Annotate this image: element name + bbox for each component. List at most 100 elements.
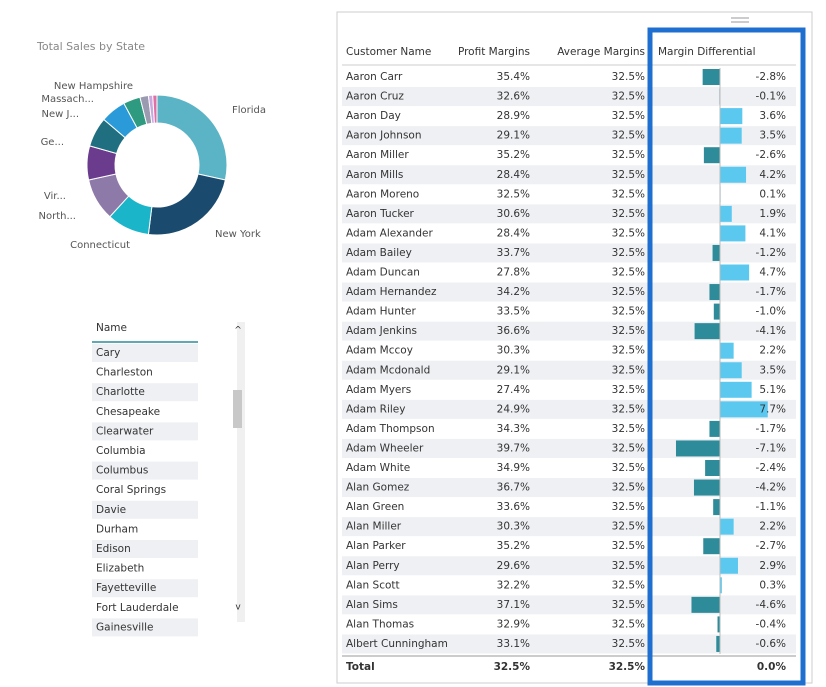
slicer-item[interactable] (92, 520, 198, 539)
cell-average: 32.5% (612, 599, 645, 611)
slicer-item-label: Elizabeth (96, 563, 144, 575)
donut-label: Ge... (41, 137, 64, 148)
slicer-item[interactable] (92, 363, 198, 382)
cell-average: 32.5% (612, 638, 645, 650)
slicer-item[interactable] (92, 461, 198, 480)
row-stripe (342, 556, 796, 576)
slicer-item[interactable] (92, 618, 198, 637)
cell-average: 32.5% (612, 501, 645, 513)
column-header[interactable]: Margin Differential (658, 46, 755, 58)
cell-diff: -4.6% (756, 599, 786, 611)
slicer-item[interactable] (92, 598, 198, 617)
drag-handle[interactable] (729, 16, 751, 24)
slicer-item-label: Cary (96, 347, 120, 359)
cell-average: 32.5% (612, 208, 645, 220)
slicer-item[interactable] (92, 481, 198, 500)
data-bar (703, 147, 720, 164)
cell-average: 32.5% (612, 169, 645, 181)
donut-label: New Hampshire (54, 81, 133, 92)
cell-average: 32.5% (612, 286, 645, 298)
donut-segment[interactable] (156, 94, 228, 181)
cell-profit: 35.4% (497, 71, 530, 83)
cell-name: Albert Cunningham (346, 638, 448, 650)
cell-profit: 30.6% (497, 208, 530, 220)
cell-name: Aaron Carr (346, 71, 403, 83)
data-bar (720, 342, 734, 359)
cell-name: Adam Mcdonald (346, 364, 430, 376)
data-bar (720, 518, 734, 535)
slicer-item[interactable] (92, 500, 198, 519)
cell-diff: 1.9% (759, 208, 786, 220)
cell-name: Aaron Tucker (346, 208, 415, 220)
row-stripe (342, 282, 796, 302)
column-header[interactable]: Average Margins (557, 46, 645, 58)
cell-name: Adam Myers (346, 384, 411, 396)
slicer-item[interactable] (92, 383, 198, 402)
cell-diff: 0.3% (759, 579, 786, 591)
cell-average: 32.5% (612, 560, 645, 572)
cell-name: Alan Green (346, 501, 404, 513)
cell-average: 32.5% (612, 91, 645, 103)
slicer-item[interactable] (92, 579, 198, 598)
cell-name: Alan Perry (346, 560, 400, 572)
row-stripe (342, 478, 796, 498)
cell-diff: 2.2% (759, 521, 786, 533)
cell-name: Aaron Johnson (346, 130, 422, 142)
donut-segment[interactable] (152, 94, 158, 124)
cell-profit: 34.2% (497, 286, 530, 298)
slicer-item-label: Charlotte (96, 386, 145, 398)
slicer-item[interactable] (92, 442, 198, 460)
data-bar (716, 635, 720, 652)
scroll-down[interactable]: v (235, 603, 241, 613)
data-bar (694, 323, 720, 340)
data-bar (720, 557, 738, 574)
slicer-item[interactable] (92, 559, 198, 578)
cell-diff: 3.6% (759, 110, 786, 122)
cell-average: 32.5% (612, 247, 645, 259)
data-bar (709, 284, 720, 301)
cell-diff: -7.1% (756, 442, 786, 454)
data-bar (720, 108, 743, 125)
cell-name: Adam Bailey (346, 247, 412, 259)
cell-profit: 39.7% (497, 442, 530, 454)
scroll-up[interactable]: ^ (234, 326, 242, 336)
column-header[interactable]: Customer Name (346, 46, 431, 58)
cell-profit: 32.9% (497, 618, 530, 630)
cell-average: 32.5% (612, 227, 645, 239)
slicer-item[interactable] (92, 344, 198, 362)
cell-diff: 3.5% (759, 130, 786, 142)
cell-diff: 2.2% (759, 345, 786, 357)
row-stripe (342, 87, 796, 107)
slicer-item-label: Columbia (96, 445, 146, 457)
cell-name: Adam White (346, 462, 410, 474)
cell-average: 32.5% (612, 306, 645, 318)
cell-profit: 30.3% (497, 345, 530, 357)
data-bar (712, 244, 720, 261)
cell-average: 32.5% (612, 618, 645, 630)
scrollbar[interactable] (237, 322, 245, 622)
cell-average: 32.5% (612, 403, 645, 415)
cell-profit: 33.7% (497, 247, 530, 259)
donut-label: New J... (42, 109, 79, 120)
data-bar (691, 596, 720, 613)
cell-profit: 32.5% (497, 188, 530, 200)
cell-average: 32.5% (612, 130, 645, 142)
slicer-item[interactable] (92, 422, 198, 441)
donut-segment[interactable] (147, 173, 226, 236)
cell-diff: -0.4% (756, 618, 786, 630)
slicer-item[interactable] (92, 402, 198, 421)
column-header[interactable]: Profit Margins (458, 46, 530, 58)
data-bar (702, 69, 720, 85)
cell-profit: 36.7% (497, 482, 530, 494)
cell-diff: -0.1% (756, 91, 786, 103)
cell-diff: 4.7% (759, 267, 786, 279)
data-bar (720, 166, 747, 183)
row-stripe (342, 321, 796, 341)
cell-name: Adam Mccoy (346, 345, 413, 357)
slicer-item-label: Clearwater (96, 425, 154, 437)
slicer-item[interactable] (92, 540, 198, 558)
data-bar (717, 616, 720, 633)
scroll-thumb[interactable] (233, 390, 242, 428)
cell-average: 32.5% (612, 188, 645, 200)
row-stripe (342, 517, 796, 537)
